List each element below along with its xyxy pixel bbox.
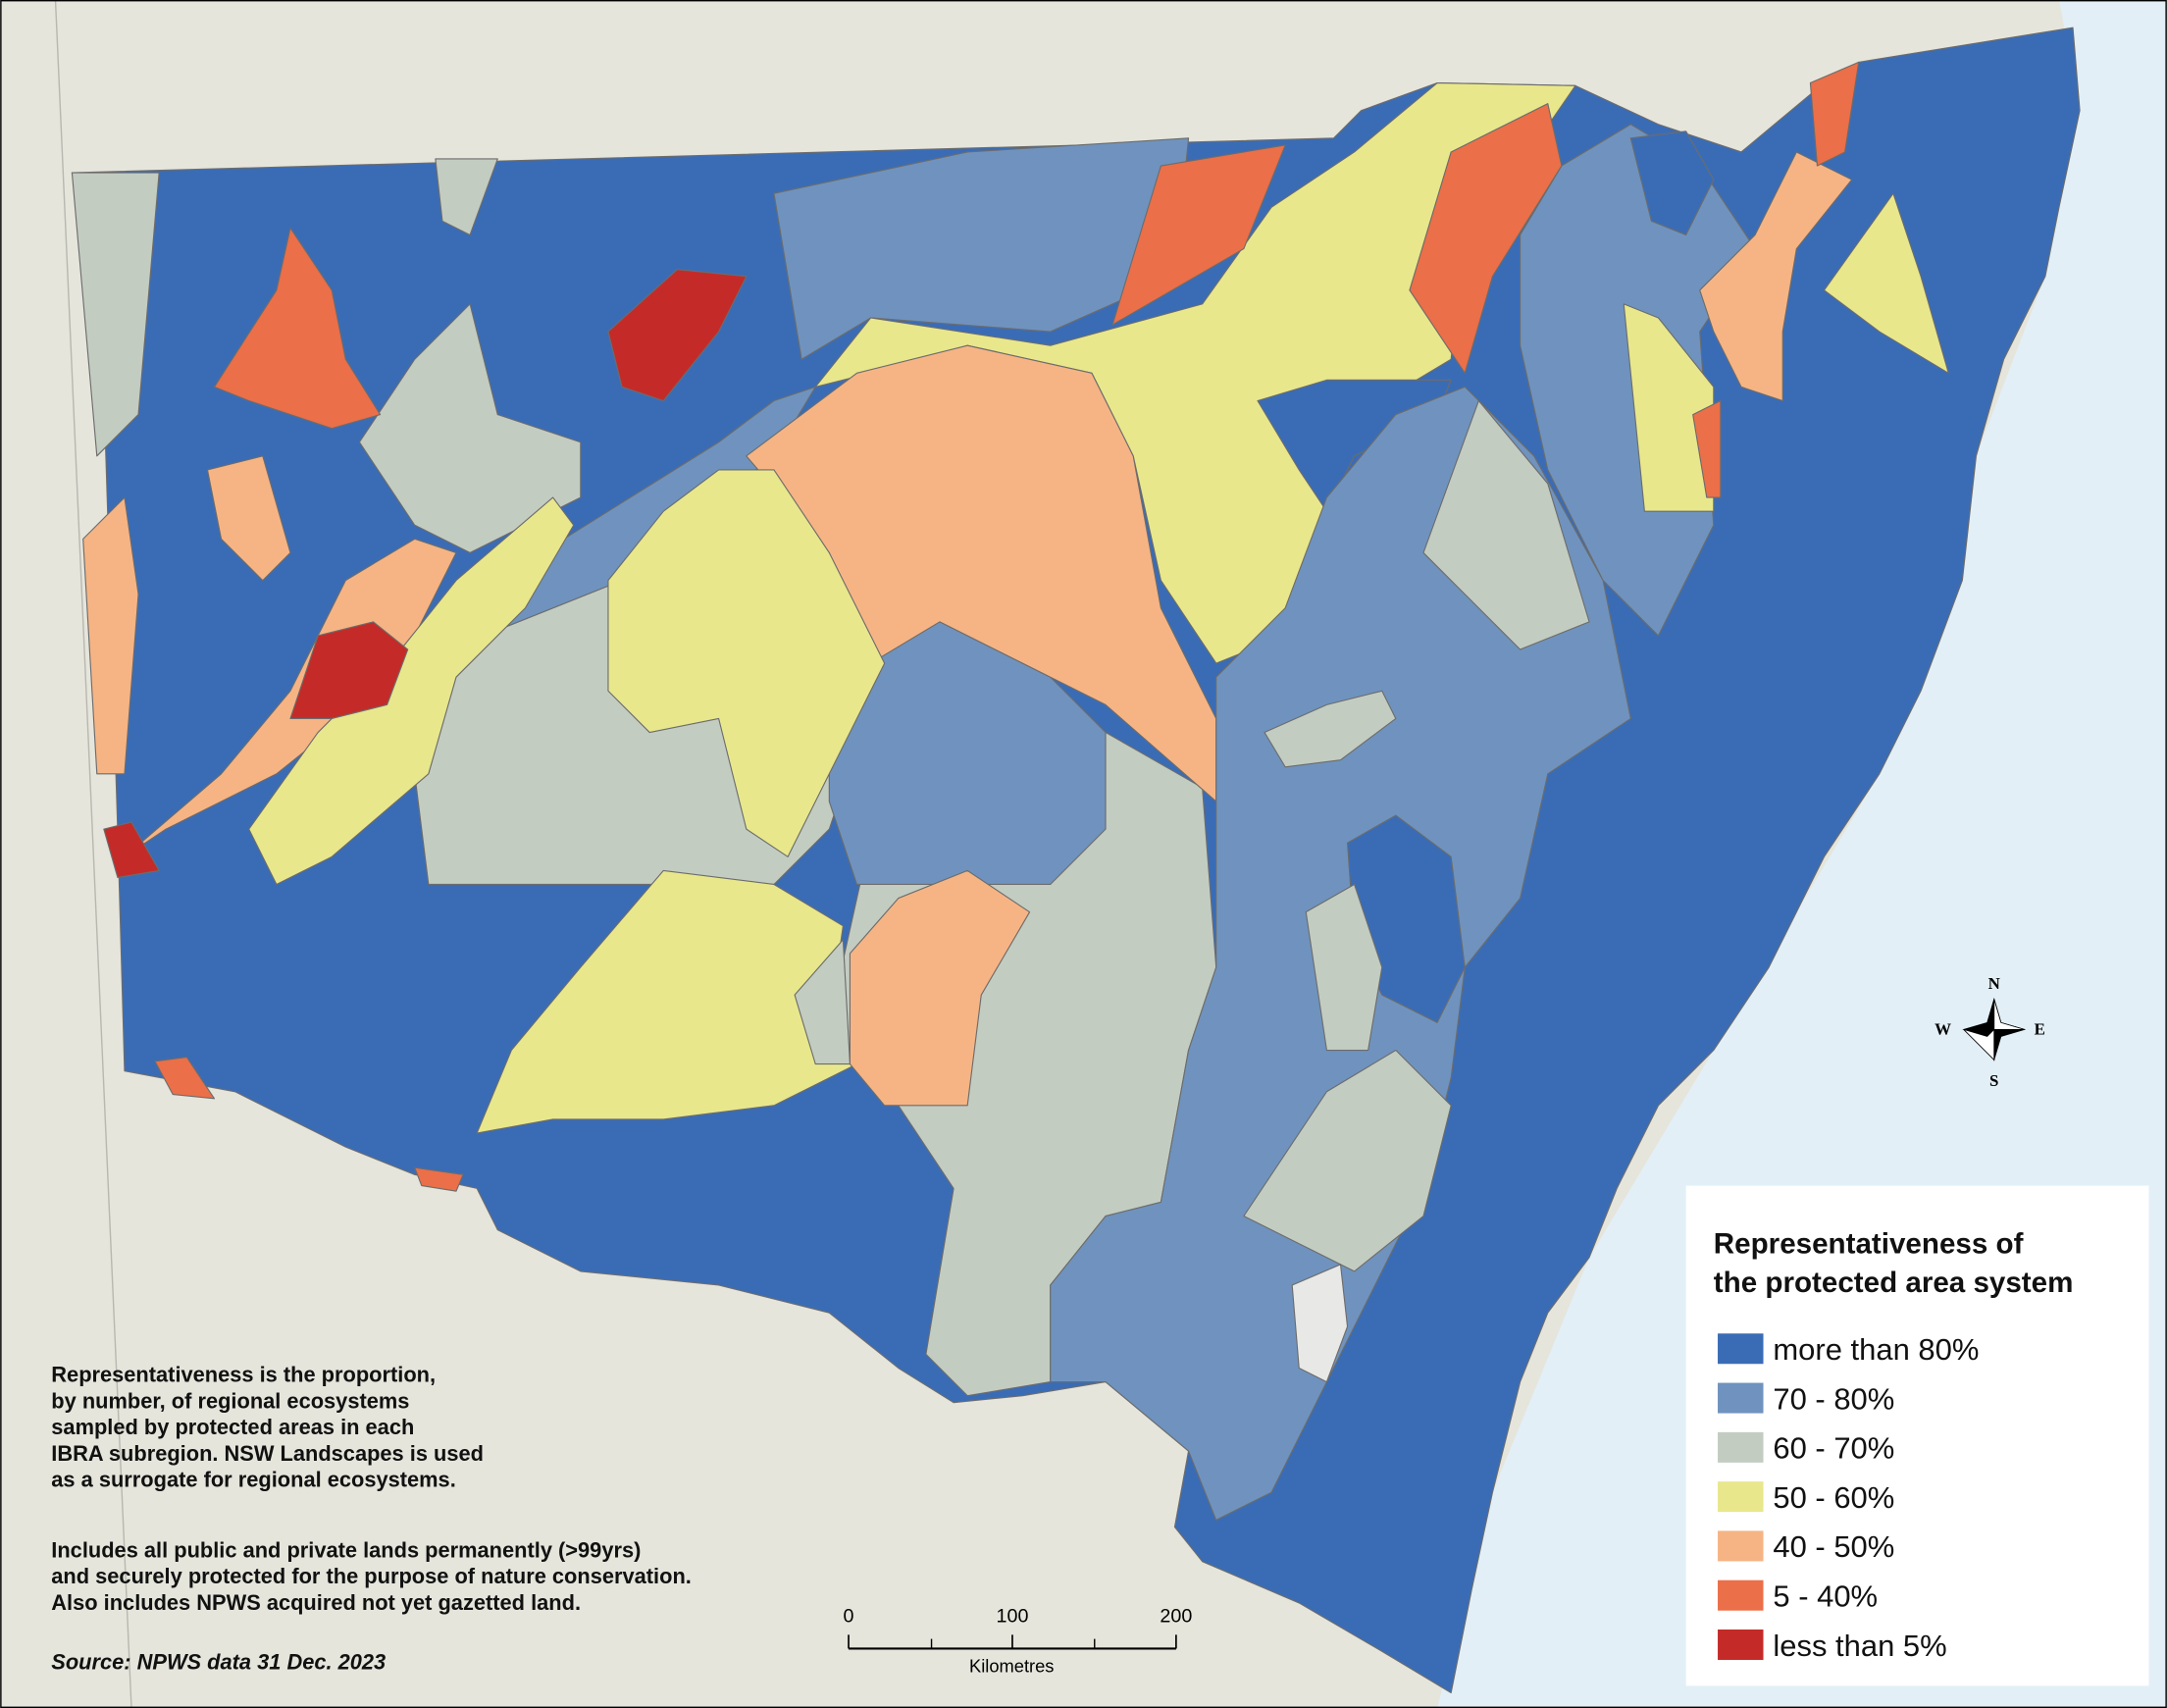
legend-swatch [1718, 1579, 1764, 1611]
legend-swatch [1718, 1431, 1764, 1463]
compass-east: E [2035, 1020, 2045, 1039]
border-line [54, 0, 132, 1708]
legend-swatch [1718, 1481, 1764, 1513]
legend-swatch [1718, 1629, 1764, 1660]
scale-tick-label: 0 [844, 1606, 854, 1628]
scale-tick-label: 100 [997, 1606, 1029, 1628]
note-line: by number, of regional ecosystems [51, 1388, 409, 1413]
legend-swatch [1718, 1530, 1764, 1562]
notes: Representativeness is the proportion,by … [51, 1363, 692, 1675]
legend-label: more than 80% [1773, 1332, 1979, 1367]
regions [71, 26, 2081, 1694]
note-line: and securely protected for the purpose o… [51, 1564, 692, 1588]
compass-south: S [1989, 1071, 1998, 1090]
source: Source: NPWS data 31 Dec. 2023 [51, 1650, 386, 1675]
legend-label: 50 - 60% [1773, 1480, 1894, 1515]
scale-unit: Kilometres [969, 1655, 1054, 1676]
note-line: Also includes NPWS acquired not yet gaze… [51, 1590, 581, 1615]
legend-label: 60 - 70% [1773, 1431, 1894, 1466]
compass-north: N [1988, 974, 2000, 993]
scale-bar: Kilometres 0 100 200 [844, 1606, 1193, 1677]
note-line: sampled by protected areas in each [51, 1415, 414, 1439]
legend-label: less than 5% [1773, 1629, 1946, 1663]
note-line: Representativeness is the proportion, [51, 1363, 436, 1387]
scale-tick-label: 200 [1160, 1606, 1192, 1628]
compass: N S E W [1935, 974, 2045, 1090]
legend-swatch [1718, 1333, 1764, 1365]
note-line: IBRA subregion. NSW Landscapes is used [51, 1441, 484, 1466]
note-line: as a surrogate for regional ecosystems. [51, 1468, 455, 1492]
compass-west: W [1935, 1020, 1951, 1039]
legend-label: 40 - 50% [1773, 1529, 1894, 1564]
legend-label: 5 - 40% [1773, 1579, 1878, 1613]
legend-swatch [1718, 1382, 1764, 1414]
note-line: Includes all public and private lands pe… [51, 1537, 641, 1562]
legend: Representativeness of the protected area … [1685, 1185, 2149, 1686]
legend-label: 70 - 80% [1773, 1381, 1894, 1416]
legend-title: Representativeness of [1714, 1228, 2024, 1261]
legend-title: the protected area system [1714, 1267, 2074, 1299]
